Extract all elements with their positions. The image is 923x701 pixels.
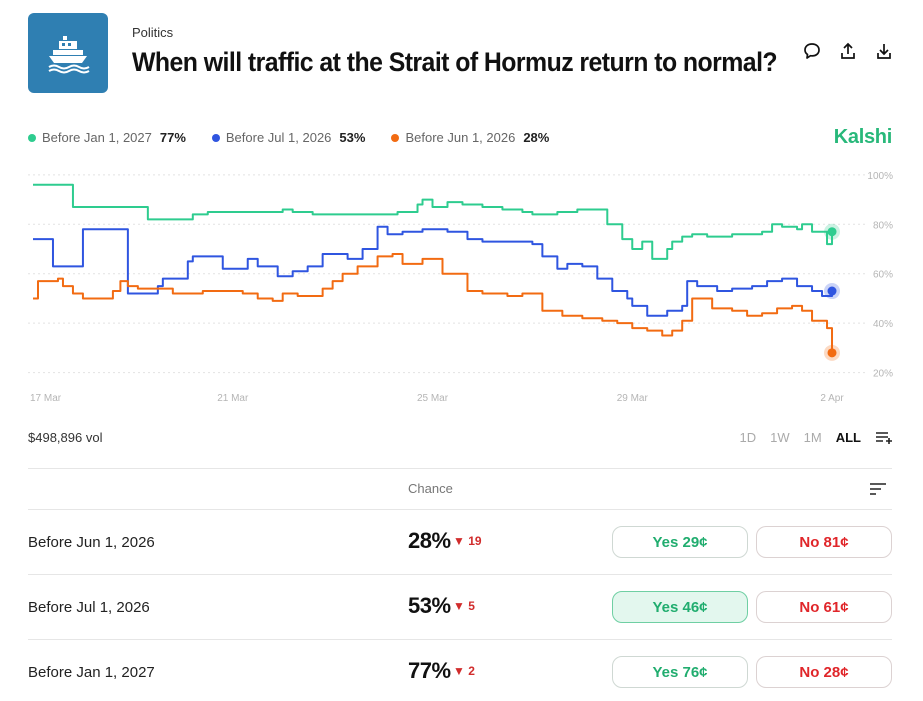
legend-dot	[28, 133, 36, 142]
buy-yes-button[interactable]: Yes 76¢	[612, 656, 748, 688]
chart-legend: Before Jan 1, 2027 77% Before Jul 1, 202…	[28, 130, 549, 145]
legend-dot	[211, 133, 220, 142]
y-tick-label: 20%	[873, 369, 893, 380]
legend-label: Before Jan 1, 2027	[42, 130, 152, 145]
series-line	[33, 183, 834, 260]
y-tick-label: 100%	[867, 171, 893, 182]
buy-yes-button[interactable]: Yes 46¢	[612, 591, 748, 623]
series-end-point	[827, 227, 837, 237]
market-image	[28, 13, 108, 93]
outcome-row-jul-2026[interactable]: Before Jul 1, 2026 53% ▼ 5 Yes 46¢ No 61…	[28, 574, 892, 639]
download-icon[interactable]	[875, 42, 893, 60]
page-title: When will traffic at the Strait of Hormu…	[132, 47, 778, 77]
range-1w-button[interactable]: 1W	[770, 430, 790, 445]
legend-item-jun-2026[interactable]: Before Jun 1, 2026 28%	[391, 130, 549, 145]
legend-pct: 53%	[339, 130, 366, 145]
range-1m-button[interactable]: 1M	[803, 430, 822, 445]
outcome-change: ▼ 5	[453, 599, 475, 613]
kalshi-logo[interactable]: Kalshi	[833, 126, 893, 148]
x-tick-label: 21 Mar	[217, 393, 249, 404]
y-tick-label: 40%	[873, 319, 893, 330]
legend-pct: 28%	[523, 130, 550, 145]
x-tick-label: 17 Mar	[30, 393, 62, 404]
buy-no-button[interactable]: No 28¢	[756, 656, 892, 688]
comment-icon[interactable]	[803, 42, 821, 60]
series-end-point	[827, 286, 837, 296]
legend-label: Before Jul 1, 2026	[225, 130, 332, 145]
chance-column-header: Chance	[408, 481, 453, 496]
legend-item-jan-2027[interactable]: Before Jan 1, 2027 77%	[28, 130, 186, 145]
header-actions	[803, 42, 893, 60]
buy-no-button[interactable]: No 81¢	[756, 526, 892, 558]
outcome-change: ▼ 19	[453, 534, 482, 548]
x-tick-label: 29 Mar	[617, 393, 649, 404]
outcome-change: ▼ 2	[453, 664, 475, 678]
time-range-selector: 1D 1W 1M ALL	[740, 430, 893, 445]
series-line	[33, 225, 834, 317]
outcome-label: Before Jan 1, 2027	[28, 664, 155, 681]
legend-item-jul-2026[interactable]: Before Jul 1, 2026 53%	[211, 130, 366, 145]
x-tick-label: 25 Mar	[417, 393, 449, 404]
series-end-point	[827, 348, 837, 358]
y-tick-label: 60%	[873, 270, 893, 281]
outcome-label: Before Jun 1, 2026	[28, 534, 155, 551]
chart-settings-icon[interactable]	[875, 431, 893, 445]
buy-no-button[interactable]: No 61¢	[756, 591, 892, 623]
ship-icon	[48, 36, 90, 74]
y-tick-label: 80%	[873, 220, 893, 231]
outcome-chance: 53%	[408, 593, 451, 618]
table-divider	[28, 468, 892, 469]
series-line	[33, 252, 834, 353]
outcome-row-jun-2026[interactable]: Before Jun 1, 2026 28% ▼ 19 Yes 29¢ No 8…	[28, 509, 892, 574]
legend-label: Before Jun 1, 2026	[405, 130, 516, 145]
category-label[interactable]: Politics	[132, 25, 174, 40]
range-all-button[interactable]: ALL	[835, 430, 861, 445]
outcome-chance: 28%	[408, 528, 451, 553]
volume-label: $498,896 vol	[28, 430, 103, 445]
outcome-row-jan-2027[interactable]: Before Jan 1, 2027 77% ▼ 2 Yes 76¢ No 28…	[28, 639, 892, 701]
legend-dot	[391, 133, 400, 142]
outcome-chance: 77%	[408, 658, 451, 683]
sort-icon[interactable]	[869, 481, 887, 497]
range-1d-button[interactable]: 1D	[739, 430, 757, 445]
price-chart[interactable]: 100% 80% 60% 40% 20% 17 Mar 21 Mar 25 Mar 29 Mar…	[0, 165, 923, 415]
buy-yes-button[interactable]: Yes 29¢	[612, 526, 748, 558]
legend-pct: 77%	[159, 130, 186, 145]
x-tick-label: 2 Apr	[820, 393, 844, 404]
outcome-label: Before Jul 1, 2026	[28, 599, 150, 616]
share-icon[interactable]	[839, 42, 857, 60]
